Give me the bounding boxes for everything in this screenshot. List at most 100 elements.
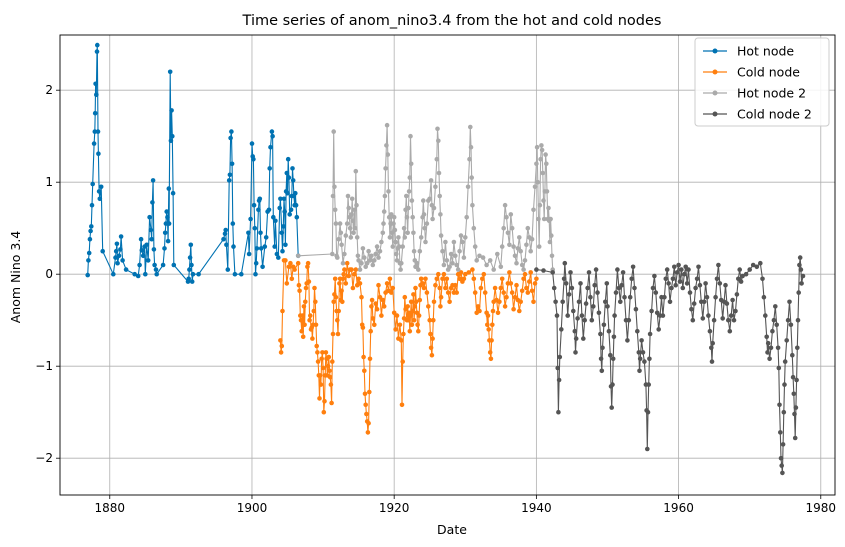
data-point <box>780 442 786 447</box>
data-point <box>517 235 522 240</box>
data-point <box>622 294 627 300</box>
data-point <box>604 281 610 286</box>
data-point <box>555 365 560 371</box>
data-point <box>629 276 634 282</box>
data-point <box>637 368 642 374</box>
data-point <box>422 225 428 231</box>
data-point <box>154 271 159 277</box>
data-point <box>225 267 231 272</box>
data-point <box>505 230 511 236</box>
data-point <box>298 317 304 323</box>
data-point <box>418 276 424 282</box>
data-point <box>502 304 508 309</box>
data-point <box>508 212 514 217</box>
data-point <box>271 214 276 220</box>
data-point <box>330 251 335 257</box>
data-point <box>529 288 535 294</box>
data-point <box>562 260 568 266</box>
data-point <box>415 322 420 328</box>
data-point <box>549 233 554 238</box>
data-point <box>427 317 433 323</box>
data-point <box>616 285 622 291</box>
data-point <box>113 248 119 254</box>
data-point <box>384 122 390 128</box>
data-point <box>509 225 515 231</box>
data-point <box>285 156 291 162</box>
data-point <box>417 248 423 254</box>
data-point <box>332 207 338 213</box>
plot-frame <box>59 34 836 496</box>
data-point <box>724 301 730 306</box>
data-point <box>394 251 399 257</box>
data-point <box>416 328 421 334</box>
data-point <box>329 400 334 406</box>
data-point <box>630 264 636 270</box>
data-point <box>143 271 148 277</box>
data-point <box>660 313 666 318</box>
data-point <box>652 273 657 279</box>
data-point <box>764 334 769 340</box>
data-point <box>372 258 377 263</box>
data-point <box>730 297 735 303</box>
data-point <box>336 236 342 242</box>
data-point <box>369 297 375 303</box>
data-point <box>794 377 799 383</box>
data-point <box>612 313 617 318</box>
data-point <box>471 225 477 231</box>
data-point <box>408 299 414 305</box>
data-point <box>455 267 461 272</box>
data-point <box>302 322 307 328</box>
data-point <box>595 290 600 295</box>
data-point <box>138 236 144 242</box>
data-point <box>541 216 547 222</box>
data-point <box>486 327 492 332</box>
data-point <box>231 244 236 249</box>
data-point <box>515 246 521 251</box>
data-point <box>639 338 644 343</box>
data-point <box>480 255 486 260</box>
data-point <box>768 345 774 351</box>
data-point <box>256 207 261 213</box>
data-point <box>541 198 546 203</box>
data-point <box>86 250 92 256</box>
data-point <box>413 264 418 270</box>
data-point <box>458 270 464 275</box>
y-tick-label: −2 <box>35 451 53 465</box>
data-point <box>120 258 125 263</box>
data-point <box>297 288 302 294</box>
data-point <box>92 110 98 116</box>
data-point <box>649 308 654 314</box>
data-point <box>498 285 504 291</box>
data-point <box>696 264 701 270</box>
data-point <box>115 260 120 266</box>
data-point <box>330 193 336 199</box>
y-tick-label: 1 <box>45 175 53 189</box>
data-point <box>349 267 354 272</box>
data-point <box>700 316 706 321</box>
data-point <box>366 420 371 426</box>
data-point <box>566 292 572 297</box>
data-point <box>396 235 401 240</box>
legend-label-hot-node-2: Hot node 2 <box>737 86 806 101</box>
data-point <box>97 196 103 202</box>
data-point <box>760 276 765 282</box>
data-point <box>610 382 615 387</box>
data-point <box>399 260 404 266</box>
data-point <box>424 290 430 295</box>
data-point <box>488 356 494 362</box>
data-point <box>647 331 653 337</box>
data-point <box>165 238 171 244</box>
data-point <box>779 463 784 468</box>
data-point <box>187 255 193 260</box>
data-point <box>711 317 717 323</box>
data-point <box>169 108 174 113</box>
data-point <box>301 304 307 309</box>
data-point <box>332 184 337 190</box>
data-point <box>410 214 416 220</box>
data-point <box>466 270 472 275</box>
data-point <box>534 161 539 167</box>
data-point <box>447 264 452 270</box>
data-point <box>389 212 394 217</box>
data-point <box>144 242 149 248</box>
data-point <box>190 271 196 277</box>
